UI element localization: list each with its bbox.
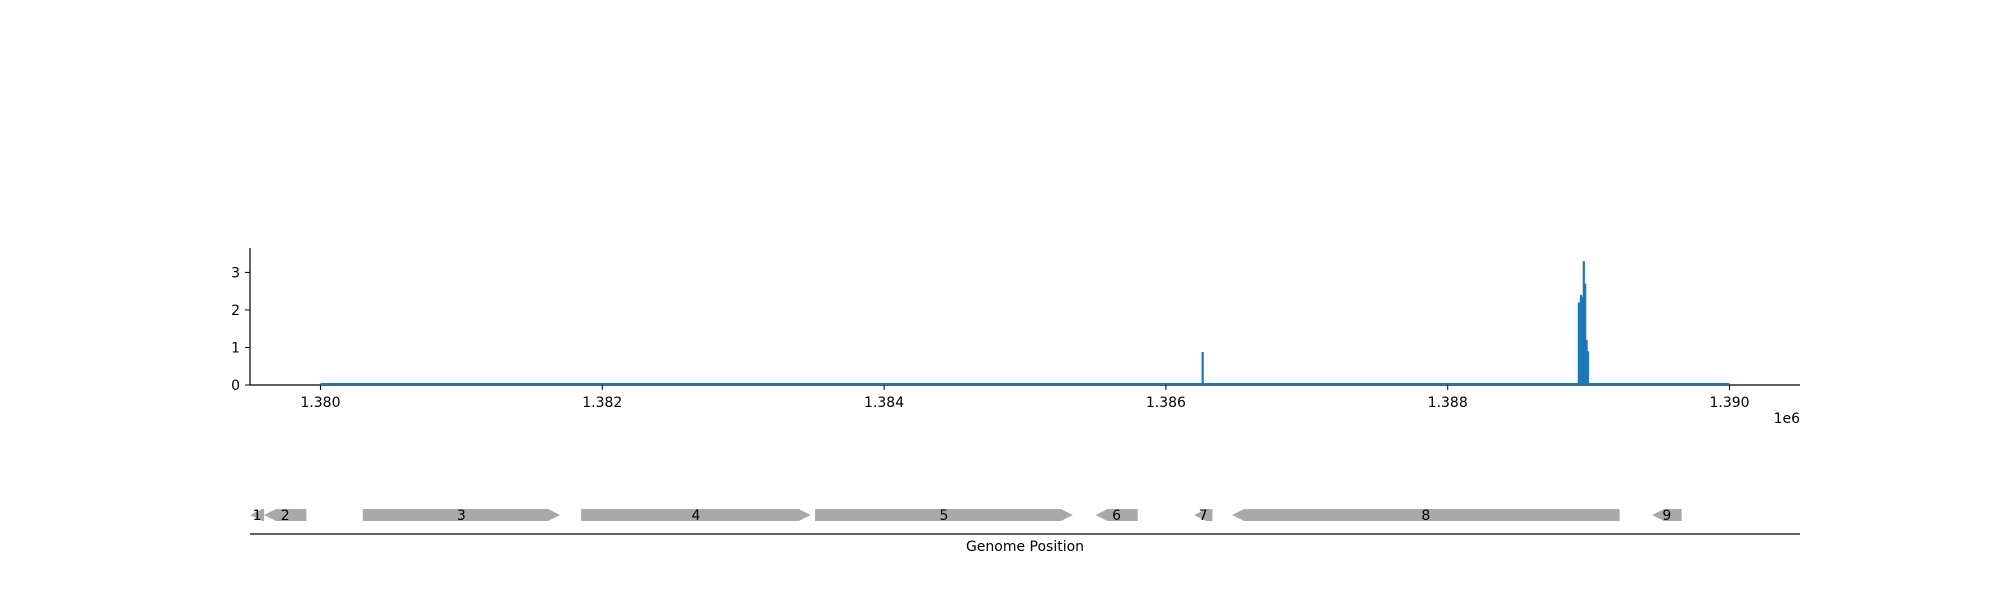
signal-bar [1584, 283, 1587, 385]
y-tick-label: 1 [231, 340, 240, 356]
x-tick-label: 1.386 [1146, 395, 1186, 411]
gene-label: 3 [457, 508, 466, 524]
gene-label: 9 [1662, 508, 1671, 524]
y-axis-ticks: 0 1 2 3 [231, 265, 250, 394]
gene-arrow [1232, 509, 1620, 521]
gene-label: 8 [1421, 508, 1430, 524]
x-tick-label: 1.382 [582, 395, 622, 411]
gene-label: 5 [940, 508, 949, 524]
gene-arrow [362, 509, 560, 521]
signal-bar [1585, 339, 1588, 385]
gene-arrow [1095, 509, 1138, 521]
gene-arrow [264, 509, 307, 521]
x-axis-ticks: 1.380 1.382 1.384 1.386 1.388 1.390 [300, 385, 1750, 411]
signal-bar [1586, 351, 1590, 385]
y-tick-label: 0 [231, 378, 240, 394]
gene-label: 7 [1199, 508, 1208, 524]
gene-label: 4 [692, 508, 701, 524]
gene-arrow [1652, 509, 1682, 521]
signal-bar [1581, 296, 1584, 385]
x-tick-label: 1.380 [300, 395, 340, 411]
x-axis-offset-label: 1e6 [1774, 411, 1801, 427]
gene-arrow [250, 509, 265, 521]
x-tick-label: 1.384 [864, 395, 904, 411]
x-tick-label: 1.388 [1428, 395, 1468, 411]
signal-bar [1201, 351, 1204, 385]
signal-bar [1577, 302, 1580, 385]
gene-arrow [581, 509, 811, 521]
gene-track-xlabel: Genome Position [966, 539, 1084, 555]
signal-bar [1582, 261, 1585, 385]
gene-label: 1 [253, 508, 262, 524]
y-tick-label: 3 [231, 265, 240, 281]
gene-arrow [815, 509, 1073, 521]
signal-panel: 0 1 2 3 1.380 1.382 1.384 1.386 1.388 1.390 1e6 [231, 248, 1800, 427]
gene-arrows: 1 2 3 4 5 6 7 8 9 [250, 508, 1682, 524]
gene-track-panel: 1 2 3 4 5 6 7 8 9 Genome Position [250, 508, 1800, 555]
y-tick-label: 2 [231, 303, 240, 319]
signal-bar [1579, 294, 1583, 385]
gene-label: 6 [1112, 508, 1121, 524]
signal-bars [1201, 261, 1590, 385]
x-tick-label: 1.390 [1709, 395, 1749, 411]
gene-label: 2 [281, 508, 290, 524]
gene-arrow [1194, 509, 1213, 521]
